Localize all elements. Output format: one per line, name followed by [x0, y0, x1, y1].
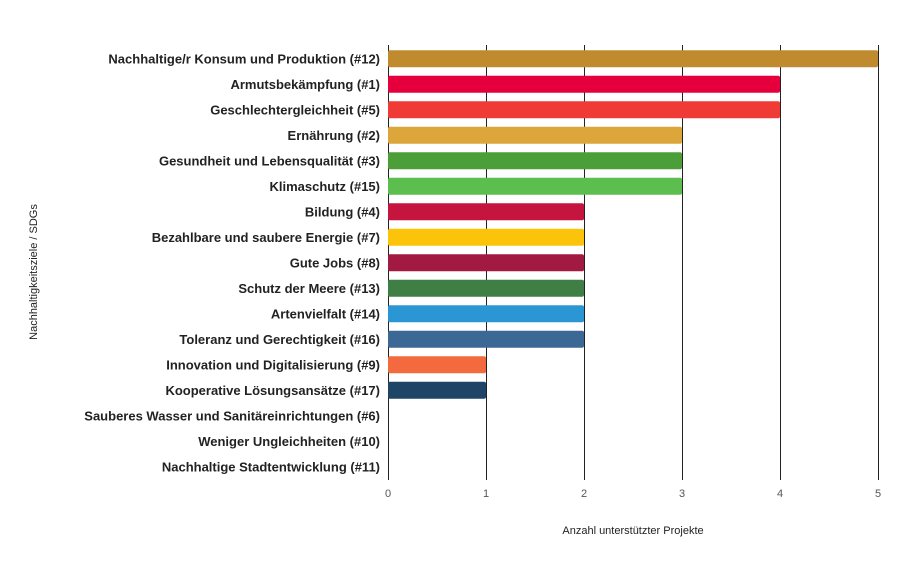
category-label: Ernährung (#2)	[288, 128, 380, 143]
category-label: Armutsbekämpfung (#1)	[230, 77, 380, 92]
x-tick-label: 5	[875, 488, 881, 500]
x-tick-label: 0	[385, 488, 391, 500]
bar	[388, 75, 780, 93]
category-labels: Nachhaltige/r Konsum und Produktion (#12…	[84, 51, 380, 474]
x-tick-label: 2	[581, 488, 587, 500]
bar	[388, 279, 584, 297]
bars	[388, 50, 878, 399]
category-label: Bezahlbare und saubere Energie (#7)	[152, 230, 380, 245]
y-axis-title: Nachhaltigkeitsziele / SDGs	[28, 204, 40, 340]
category-label: Kooperative Lösungsansätze (#17)	[165, 383, 380, 398]
bar	[388, 330, 584, 348]
category-label: Schutz der Meere (#13)	[238, 281, 380, 296]
bar	[388, 101, 780, 119]
bar	[388, 254, 584, 272]
x-tick-labels: 0 1 2 3 4 5	[385, 488, 881, 500]
x-tick-label: 1	[483, 488, 489, 500]
category-label: Klimaschutz (#15)	[269, 179, 380, 194]
category-label: Gesundheit und Lebensqualität (#3)	[159, 153, 380, 168]
category-label: Nachhaltige/r Konsum und Produktion (#12…	[108, 51, 380, 66]
category-label: Geschlechtergleichheit (#5)	[210, 102, 380, 117]
category-label: Nachhaltige Stadtentwicklung (#11)	[162, 459, 380, 474]
category-label: Sauberes Wasser und Sanitäreinrichtungen…	[84, 408, 380, 423]
bar	[388, 305, 584, 323]
bar	[388, 356, 486, 374]
bar	[388, 126, 682, 144]
x-tick-label: 3	[679, 488, 685, 500]
bar	[388, 152, 682, 170]
bar	[388, 203, 584, 221]
bar	[388, 381, 486, 399]
category-label: Toleranz und Gerechtigkeit (#16)	[179, 332, 380, 347]
category-label: Artenvielfalt (#14)	[271, 306, 380, 321]
category-label: Weniger Ungleichheiten (#10)	[198, 434, 380, 449]
x-tick-label: 4	[777, 488, 783, 500]
category-label: Bildung (#4)	[305, 204, 380, 219]
bar	[388, 177, 682, 195]
category-label: Innovation und Digitalisierung (#9)	[166, 357, 380, 372]
bar	[388, 50, 878, 68]
bar	[388, 228, 584, 246]
x-axis-title: Anzahl unterstützter Projekte	[562, 525, 703, 537]
category-label: Gute Jobs (#8)	[290, 255, 380, 270]
